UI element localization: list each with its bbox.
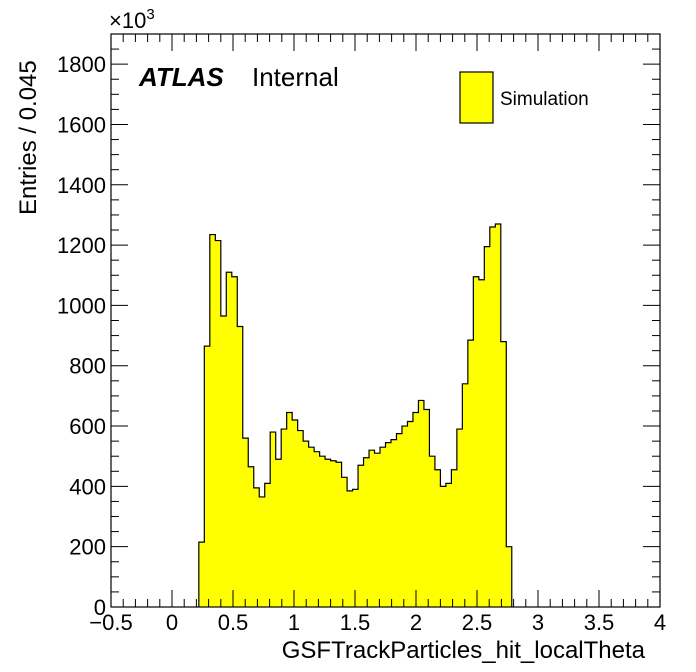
histogram-bin — [500, 341, 507, 607]
histogram-bin — [248, 466, 255, 607]
x-tick-label: −0.5 — [89, 610, 132, 635]
histogram-bin — [286, 412, 293, 607]
histogram-bin — [462, 383, 469, 607]
histogram-bin — [264, 483, 271, 607]
y-tick-label: 1800 — [57, 52, 106, 77]
histogram-bin — [330, 460, 337, 607]
x-tick-label: 3 — [532, 610, 544, 635]
histogram-bin — [506, 546, 513, 607]
histogram-bin — [347, 490, 353, 607]
histogram-bin — [396, 433, 403, 607]
y-axis-multiplier: ×103 — [109, 6, 155, 33]
histogram-bin — [390, 439, 397, 607]
y-axis-ticks: 0 200 400 600 800 1000 1200 1400 1600 1800 — [57, 33, 660, 620]
x-axis-ticks: −0.5 0 0.5 1 1.5 2 2.5 3 3.5 4 — [89, 34, 666, 635]
x-tick-label: 4 — [654, 610, 666, 635]
histogram-bin — [380, 447, 386, 607]
histogram-bin — [314, 451, 321, 607]
internal-label: Internal — [252, 62, 339, 92]
histogram-bin — [319, 456, 326, 607]
histogram-bin — [434, 469, 441, 607]
histogram-bin — [215, 240, 222, 607]
histogram-bin — [440, 486, 447, 607]
histogram-bin — [242, 438, 249, 607]
histogram-bin — [358, 465, 364, 607]
histogram-bin — [341, 477, 348, 607]
histogram-bin — [297, 430, 304, 607]
y-tick-label: 1200 — [57, 233, 106, 258]
histogram-bin — [401, 426, 408, 607]
x-tick-label: 1.5 — [340, 610, 371, 635]
histogram-bin — [231, 276, 238, 607]
histogram-bin — [467, 340, 474, 607]
x-tick-label: 1 — [288, 610, 300, 635]
y-tick-label: 400 — [69, 474, 106, 499]
histogram-bin — [292, 420, 299, 607]
histogram-bin — [209, 234, 216, 608]
legend: Simulation — [459, 71, 589, 124]
y-tick-label: 200 — [69, 535, 106, 560]
histogram-bin — [253, 487, 260, 607]
legend-label: Simulation — [500, 89, 589, 110]
histogram-bin — [308, 447, 315, 607]
histogram-bin — [412, 412, 419, 607]
y-tick-label: 600 — [69, 414, 106, 439]
x-tick-label: 0.5 — [218, 610, 249, 635]
histogram-bin — [478, 279, 485, 607]
histogram-bin — [303, 441, 310, 607]
histogram-bin — [204, 346, 211, 607]
histogram-bin — [429, 456, 436, 607]
histogram-bin — [352, 489, 359, 607]
atlas-label: ATLAS — [138, 62, 224, 92]
y-axis-title: Entries / 0.045 — [15, 60, 42, 215]
histogram-bin — [220, 315, 227, 607]
x-tick-label: 2.5 — [462, 610, 493, 635]
histogram-outline — [198, 223, 513, 607]
histogram-bin — [456, 429, 463, 607]
y-tick-label: 1400 — [57, 173, 106, 198]
x-axis-title: GSFTrackParticles_hit_localTheta — [282, 637, 646, 664]
x-tick-label: 2 — [410, 610, 422, 635]
histogram-bin — [363, 457, 370, 607]
histogram-bin — [226, 272, 233, 607]
y-tick-label: 800 — [69, 354, 106, 379]
y-tick-label: 1000 — [57, 293, 106, 318]
histogram-bin — [423, 409, 430, 607]
histogram-bin — [418, 400, 425, 607]
histogram-bin — [484, 246, 491, 607]
y-tick-label: 1600 — [57, 112, 106, 137]
x-tick-label: 0 — [166, 610, 178, 635]
histogram-bin — [270, 432, 277, 607]
histogram-bin — [451, 469, 458, 607]
y-tick-label: 0 — [94, 595, 106, 620]
histogram-bin — [237, 326, 244, 607]
histogram-bin — [275, 459, 282, 607]
histogram-bin — [495, 223, 502, 607]
histogram-bin — [325, 459, 331, 607]
histogram-bin — [198, 542, 205, 607]
histogram-bin — [489, 227, 496, 607]
histogram-bin — [336, 462, 342, 607]
x-tick-label: 3.5 — [584, 610, 615, 635]
histogram-bin — [369, 450, 375, 607]
histogram-bars — [198, 223, 513, 608]
histogram-bin — [281, 429, 288, 607]
histogram-bin — [385, 442, 392, 607]
histogram-bin — [374, 453, 381, 607]
histogram-bin — [407, 421, 414, 607]
histogram-bin — [259, 496, 266, 607]
legend-swatch — [459, 71, 494, 124]
histogram-bin — [473, 276, 480, 607]
histogram-bin — [445, 483, 452, 607]
